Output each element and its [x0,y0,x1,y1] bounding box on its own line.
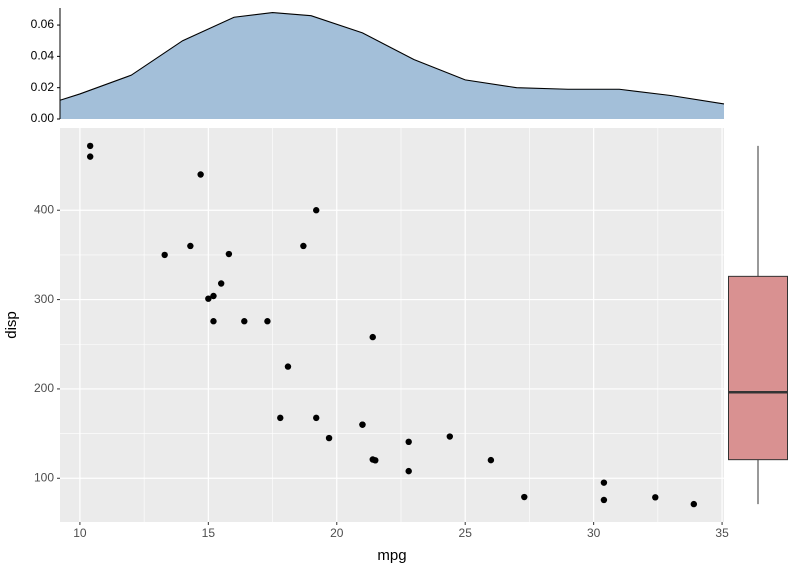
point [187,242,194,250]
x-tick-label: 15 [202,526,216,540]
point [690,500,698,508]
box [728,275,788,461]
point [241,318,248,325]
point [225,250,233,258]
point [86,153,94,160]
point [277,414,284,422]
x-tick-label: 25 [459,526,473,540]
point [210,292,217,300]
density-area [60,12,724,119]
density-line [59,11,725,105]
point [487,456,495,464]
y-axis-title: disp [3,311,20,339]
point [600,479,608,486]
y-tick-label: 100 [34,470,54,484]
point [405,438,412,446]
panel [60,128,724,522]
x-tick-label: 20 [330,526,344,540]
point [652,494,659,501]
point [446,433,453,440]
point [264,318,271,325]
point [405,467,412,475]
point [197,171,204,178]
y-tick-label: 0.04 [31,49,55,63]
point [217,280,225,287]
point [313,207,320,214]
point [600,496,608,504]
point [300,242,307,250]
point [369,333,376,341]
y-tick-label: 0.00 [31,111,55,125]
point [325,434,333,442]
x-tick-label: 35 [715,526,729,540]
point [369,456,376,463]
y-tick-label: 0.02 [31,80,55,94]
point [284,363,292,370]
y-tick-label: 300 [34,292,54,306]
y-tick-label: 0.06 [31,17,55,31]
x-axis-title: mpg [377,547,406,564]
point [161,251,168,259]
x-tick-label: 30 [587,526,601,540]
point [359,421,366,428]
point [210,318,217,325]
y-tick-label: 200 [34,381,54,395]
y-tick-label: 400 [34,202,54,216]
point [205,295,212,302]
point [86,142,94,150]
point [313,414,320,422]
point [521,493,528,501]
x-tick-label: 10 [73,526,87,540]
